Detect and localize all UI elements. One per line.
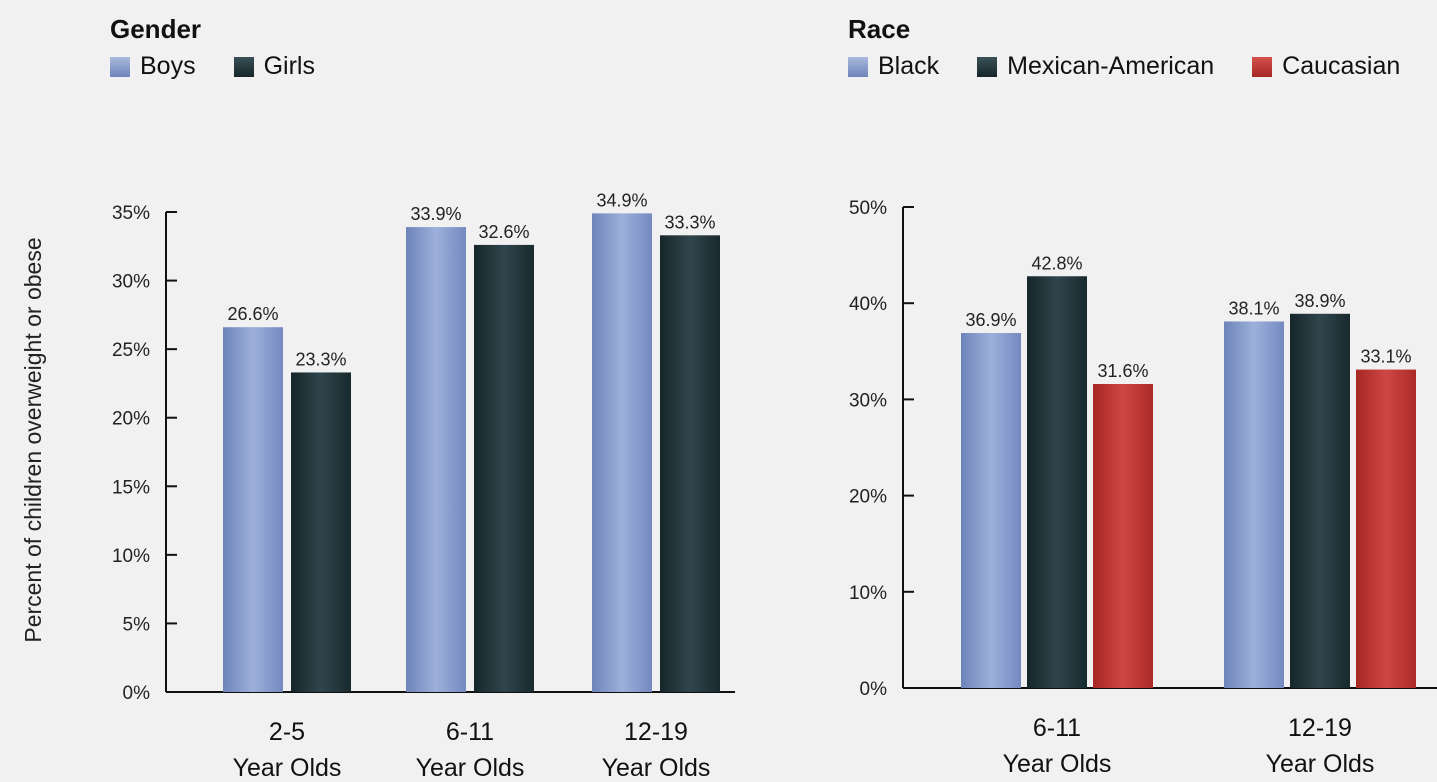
chart2-bar — [1027, 276, 1087, 688]
chart2-data-label: 31.6% — [1097, 361, 1148, 381]
chart2-data-label: 36.9% — [965, 310, 1016, 330]
chart1-y-tick-label: 30% — [112, 272, 150, 293]
caucasian-swatch — [1252, 56, 1273, 77]
chart1-bar — [592, 213, 652, 692]
boys-swatch — [110, 56, 130, 77]
chart2-y-tick-label: 30% — [849, 390, 887, 411]
chart1-y-tick-label: 0% — [123, 683, 151, 704]
race-chart-title: Race — [848, 14, 911, 44]
chart1-data-label: 33.9% — [410, 204, 461, 224]
chart2-x-tick-label: Year Olds — [1266, 750, 1375, 778]
legend-item-girls: Girls — [233, 52, 315, 81]
black-swatch — [848, 56, 868, 77]
chart2-data-label: 38.1% — [1228, 298, 1279, 318]
legend-label-black: Black — [878, 52, 940, 80]
chart2-y-tick-label: 0% — [860, 679, 888, 700]
chart2-x-tick-label: 6-11 — [1033, 714, 1081, 742]
chart2-y-tick-label: 20% — [849, 487, 887, 508]
chart1-data-label: 34.9% — [596, 190, 647, 210]
legend-label-mexican-american: Mexican-American — [1007, 52, 1215, 80]
chart2-data-label: 38.9% — [1294, 291, 1345, 311]
chart1-y-tick-label: 20% — [112, 409, 150, 430]
legend-item-mexican-american: Mexican-American — [977, 52, 1214, 81]
chart1-bar — [223, 327, 283, 692]
chart1-y-tick-label: 35% — [112, 203, 150, 224]
chart1-y-tick-label: 10% — [112, 546, 150, 567]
legend-item-caucasian: Caucasian — [1252, 52, 1400, 81]
legend-label-boys: Boys — [140, 52, 196, 80]
gender-legend: Boys Girls — [110, 52, 353, 81]
chart2-bar — [1290, 313, 1350, 688]
chart1-data-label: 23.3% — [295, 349, 346, 369]
chart1-bar — [660, 235, 720, 693]
chart2-data-label: 33.1% — [1360, 347, 1411, 367]
chart2-y-tick-label: 10% — [849, 583, 887, 604]
chart1-data-label: 26.6% — [227, 304, 278, 324]
chart1-bar — [406, 227, 466, 693]
race-legend: Black Mexican-American Caucasian — [848, 52, 1400, 81]
chart2-bar — [1093, 384, 1153, 688]
legend-item-black: Black — [848, 52, 939, 81]
chart2-bar — [1224, 321, 1284, 688]
chart1-data-label: 32.6% — [478, 222, 529, 242]
chart1-y-tick-label: 15% — [112, 477, 150, 498]
chart1-x-tick-label: 2-5 — [269, 718, 305, 746]
chart1-bar — [291, 372, 351, 692]
chart1-y-tick-label: 25% — [112, 340, 150, 361]
chart2-x-tick-label: 12-19 — [1288, 714, 1352, 742]
chart1-x-tick-label: 12-19 — [624, 718, 688, 746]
legend-label-girls: Girls — [263, 52, 315, 80]
girls-swatch — [233, 56, 254, 77]
chart1-data-label: 33.3% — [664, 212, 715, 232]
chart1-x-tick-label: 6-11 — [446, 718, 494, 746]
chart2-bar — [961, 333, 1021, 688]
chart2-x-tick-label: Year Olds — [1003, 750, 1112, 778]
chart1-x-tick-label: Year Olds — [233, 754, 342, 782]
chart2-bar — [1356, 369, 1416, 688]
chart2-data-label: 42.8% — [1031, 253, 1082, 273]
chart1-y-tick-label: 5% — [123, 614, 151, 635]
chart1-bar — [474, 244, 534, 692]
legend-item-boys: Boys — [110, 52, 196, 81]
chart1-x-tick-label: Year Olds — [416, 754, 525, 782]
legend-label-caucasian: Caucasian — [1282, 52, 1401, 80]
mexican-american-swatch — [977, 56, 998, 77]
chart2-y-tick-label: 50% — [849, 198, 887, 219]
gender-chart-title: Gender — [110, 14, 202, 44]
chart1-x-tick-label: Year Olds — [602, 754, 711, 782]
chart2-y-tick-label: 40% — [849, 294, 887, 315]
